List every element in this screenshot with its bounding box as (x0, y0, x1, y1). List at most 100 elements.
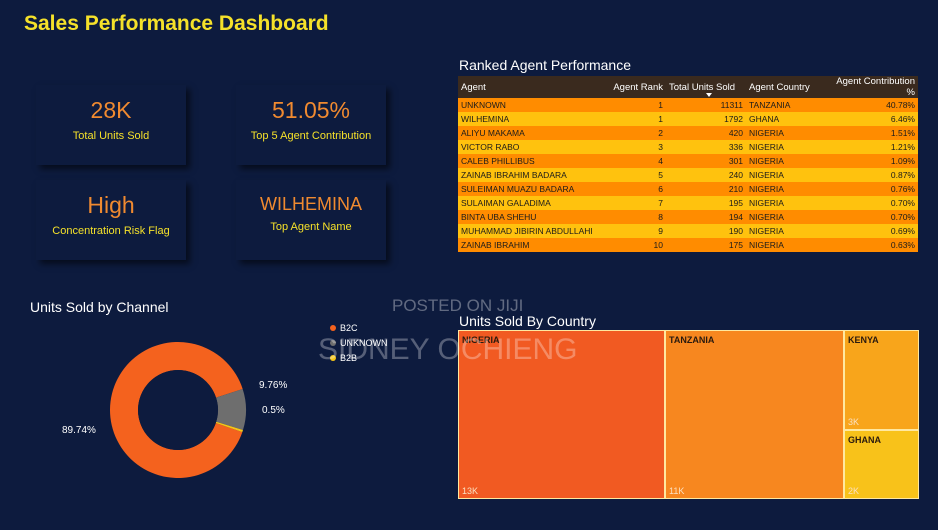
legend-item-unknown[interactable]: UNKNOWN (330, 335, 388, 350)
table-body: UNKNOWN 1 11311 TANZANIA 40.78% WILHEMINA 1 179… (458, 98, 918, 252)
col-header-contribution[interactable]: Agent Contribution % (824, 76, 918, 98)
table-row[interactable]: UNKNOWN 1 11311 TANZANIA 40.78% (458, 98, 918, 112)
tile-name: NIGERIA (462, 335, 500, 345)
dashboard-title: Sales Performance Dashboard (24, 12, 329, 35)
kpi-label: Top 5 Agent Contribution (250, 130, 372, 142)
cell-units: 240 (728, 170, 743, 180)
cell-agent: VICTOR RABO (461, 142, 520, 152)
cell-units: 194 (728, 212, 743, 222)
cell-rank: 1 (658, 100, 663, 110)
cell-country: GHANA (749, 114, 780, 124)
cell-rank: 8 (658, 212, 663, 222)
table-title: Ranked Agent Performance (459, 57, 631, 73)
tile-name: KENYA (848, 335, 879, 345)
legend-dot (330, 339, 336, 346)
legend-item-b2b[interactable]: B2B (330, 350, 388, 365)
cell-agent: MUHAMMAD JIBIRIN ABDULLAHI (461, 226, 593, 236)
cell-units: 11311 (720, 100, 743, 110)
cell-country: NIGERIA (749, 226, 784, 236)
kpi-card-top5-contribution[interactable]: 51.05% Top 5 Agent Contribution (236, 85, 386, 165)
col-header-country[interactable]: Agent Country (746, 76, 824, 98)
kpi-card-total-units[interactable]: 28K Total Units Sold (36, 85, 186, 165)
cell-agent: UNKNOWN (461, 100, 506, 110)
kpi-value: 51.05% (271, 97, 350, 123)
tile-value: 2K (848, 486, 860, 496)
legend-label: B2C (340, 322, 358, 333)
cell-contribution: 0.70% (890, 212, 915, 222)
cell-units: 210 (728, 184, 743, 194)
donut-slice-b2b[interactable] (215, 421, 243, 433)
donut-hole (138, 370, 218, 450)
cell-country: NIGERIA (749, 170, 784, 180)
cell-country: NIGERIA (749, 128, 784, 138)
donut-label-b2c: 89.74% (62, 425, 96, 436)
cell-agent: WILHEMINA (461, 114, 510, 124)
donut-label-b2b: 0.5% (262, 405, 285, 416)
cell-rank: 1 (658, 114, 663, 124)
kpi-label: Total Units Sold (72, 130, 150, 142)
table-row[interactable]: ALIYU MAKAMA 2 420 NIGERIA 1.51% (458, 126, 918, 140)
cell-agent: CALEB PHILLIBUS (461, 156, 535, 166)
cell-rank: 4 (658, 156, 663, 166)
table-row[interactable]: WILHEMINA 1 1792 GHANA 6.46% (458, 112, 918, 126)
legend-item-b2c[interactable]: B2C (330, 320, 388, 335)
table-row[interactable]: SULAIMAN GALADIMA 7 195 NIGERIA 0.70% (458, 196, 918, 210)
cell-contribution: 0.69% (890, 226, 915, 236)
cell-country: TANZANIA (749, 100, 791, 110)
kpi-value: WILHEMINA (259, 194, 362, 214)
col-header-units[interactable]: Total Units Sold (666, 76, 746, 98)
tile-name: TANZANIA (669, 335, 715, 345)
treemap-tile-tanzania[interactable]: TANZANIA 11K (665, 330, 844, 499)
cell-rank: 5 (658, 170, 663, 180)
col-header-agent[interactable]: Agent (458, 76, 604, 98)
tile-value: 13K (462, 486, 479, 496)
tile-name: GHANA (848, 435, 881, 445)
kpi-value: High (87, 192, 135, 218)
cell-country: NIGERIA (749, 156, 784, 166)
table-row[interactable]: ZAINAB IBRAHIM 10 175 NIGERIA 0.63% (458, 238, 918, 252)
cell-country: NIGERIA (749, 212, 784, 222)
treemap-tile-kenya[interactable]: KENYA 3K (844, 330, 919, 430)
tile-value: 3K (848, 417, 860, 427)
cell-country: NIGERIA (749, 142, 784, 152)
table-row[interactable]: ZAINAB IBRAHIM BADARA 5 240 NIGERIA 0.87% (458, 168, 918, 182)
cell-contribution: 40.78% (886, 100, 915, 110)
table-row[interactable]: VICTOR RABO 3 336 NIGERIA 1.21% (458, 140, 918, 154)
cell-units: 175 (728, 240, 743, 250)
cell-units: 190 (728, 226, 743, 236)
col-header-units-label: Total Units Sold (669, 81, 736, 93)
cell-contribution: 0.87% (890, 170, 915, 180)
channel-donut-chart[interactable] (108, 340, 248, 480)
legend-label: B2B (340, 352, 358, 363)
country-treemap[interactable]: NIGERIA 13K TANZANIA 11K KENYA 3K GHANA … (458, 330, 919, 499)
donut-slice-unknown[interactable] (216, 388, 246, 431)
kpi-card-top-agent[interactable]: WILHEMINA Top Agent Name (236, 180, 386, 260)
cell-units: 195 (728, 198, 743, 208)
cell-contribution: 0.76% (890, 184, 915, 194)
tile-value: 11K (669, 486, 685, 496)
cell-rank: 7 (658, 198, 663, 208)
table-row[interactable]: SULEIMAN MUAZU BADARA 6 210 NIGERIA 0.76% (458, 182, 918, 196)
cell-agent: SULAIMAN GALADIMA (461, 198, 551, 208)
kpi-card-risk-flag[interactable]: High Concentration Risk Flag (36, 180, 186, 260)
donut-title: Units Sold by Channel (30, 299, 169, 315)
cell-contribution: 1.09% (890, 156, 915, 166)
table-row[interactable]: BINTA UBA SHEHU 8 194 NIGERIA 0.70% (458, 210, 918, 224)
col-header-rank[interactable]: Agent Rank (604, 76, 666, 98)
agent-table[interactable]: Agent Agent Rank Total Units Sold Agent … (458, 76, 918, 252)
cell-contribution: 1.21% (890, 142, 915, 152)
table-header-row: Agent Agent Rank Total Units Sold Agent … (458, 76, 918, 98)
donut-slice-b2c[interactable] (110, 342, 243, 478)
cell-rank: 3 (658, 142, 663, 152)
table-row[interactable]: MUHAMMAD JIBIRIN ABDULLAHI 9 190 NIGERIA 0.6… (458, 224, 918, 238)
cell-rank: 10 (653, 240, 663, 250)
treemap-tile-nigeria[interactable]: NIGERIA 13K (458, 330, 665, 499)
treemap-tile-ghana[interactable]: GHANA 2K (844, 430, 919, 499)
cell-rank: 2 (658, 128, 663, 138)
table-row[interactable]: CALEB PHILLIBUS 4 301 NIGERIA 1.09% (458, 154, 918, 168)
cell-rank: 6 (658, 184, 663, 194)
cell-agent: ALIYU MAKAMA (461, 128, 525, 138)
legend-label: UNKNOWN (340, 337, 388, 348)
cell-units: 301 (728, 156, 743, 166)
cell-agent: BINTA UBA SHEHU (461, 212, 537, 222)
